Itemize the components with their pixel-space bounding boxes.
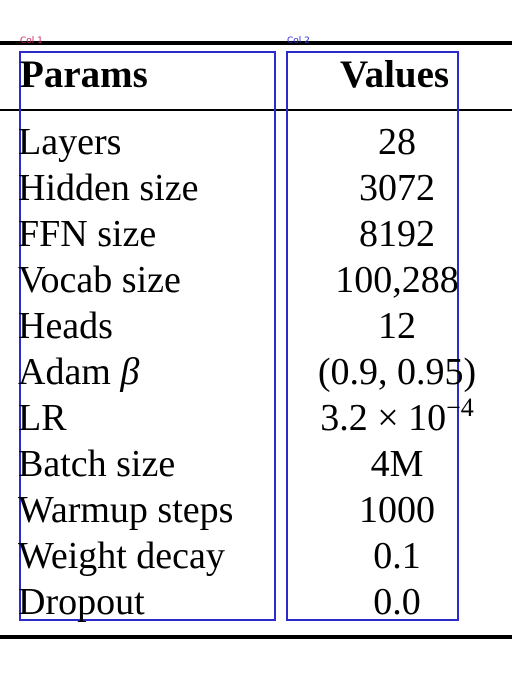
param-cell: Layers: [18, 121, 122, 163]
value-cell: 100,288: [335, 259, 459, 301]
table-row: Heads 12: [0, 303, 512, 349]
param-cell: Dropout: [18, 581, 145, 623]
value-cell: 0.0: [373, 581, 421, 623]
table-row: Batch size 4M: [0, 441, 512, 487]
value-cell: 3.2 × 10−4: [320, 395, 474, 441]
table-row: Weight decay 0.1: [0, 533, 512, 579]
column-tag-2: Col 2: [287, 36, 310, 46]
table-row: Layers 28: [0, 119, 512, 165]
table-top-rule: [0, 41, 512, 45]
table-bottom-rule: [0, 635, 512, 639]
value-cell: (0.9, 0.95): [317, 351, 477, 393]
param-cell: Heads: [18, 305, 113, 347]
table-row: Adam β (0.9, 0.95): [0, 349, 512, 395]
param-cell: Batch size: [18, 443, 176, 485]
table-row: Vocab size 100,288: [0, 257, 512, 303]
param-cell: Warmup steps: [18, 489, 234, 531]
value-mantissa: 3.2 × 10: [320, 397, 447, 439]
table-row: Hidden size 3072: [0, 165, 512, 211]
column-2-outline: [286, 51, 459, 621]
param-cell: Adam β: [18, 349, 139, 395]
table-row: LR 3.2 × 10−4: [0, 395, 512, 441]
value-cell: 8192: [359, 213, 435, 255]
value-exponent: −4: [446, 393, 474, 422]
param-cell: Weight decay: [18, 535, 225, 577]
table-header-rule: [0, 109, 512, 111]
value-cell: 0.1: [373, 535, 421, 577]
param-cell: Hidden size: [18, 167, 199, 209]
beta-symbol: β: [120, 351, 140, 393]
value-cell: 3072: [359, 167, 435, 209]
header-values: Values: [340, 53, 450, 96]
param-label: Adam: [18, 351, 111, 393]
param-cell: Vocab size: [18, 259, 181, 301]
table-row: Warmup steps 1000: [0, 487, 512, 533]
table-row: FFN size 8192: [0, 211, 512, 257]
value-cell: 12: [378, 305, 416, 347]
column-1-outline: [19, 51, 276, 621]
value-cell: 28: [378, 121, 416, 163]
param-cell: LR: [18, 397, 67, 439]
param-cell: FFN size: [18, 213, 157, 255]
value-cell: 1000: [359, 489, 435, 531]
column-tag-1: Col 1: [20, 36, 43, 46]
header-params: Params: [20, 53, 148, 96]
table-body: Layers 28 Hidden size 3072 FFN size 8192…: [0, 119, 512, 625]
value-cell: 4M: [370, 443, 424, 485]
table-row: Dropout 0.0: [0, 579, 512, 625]
